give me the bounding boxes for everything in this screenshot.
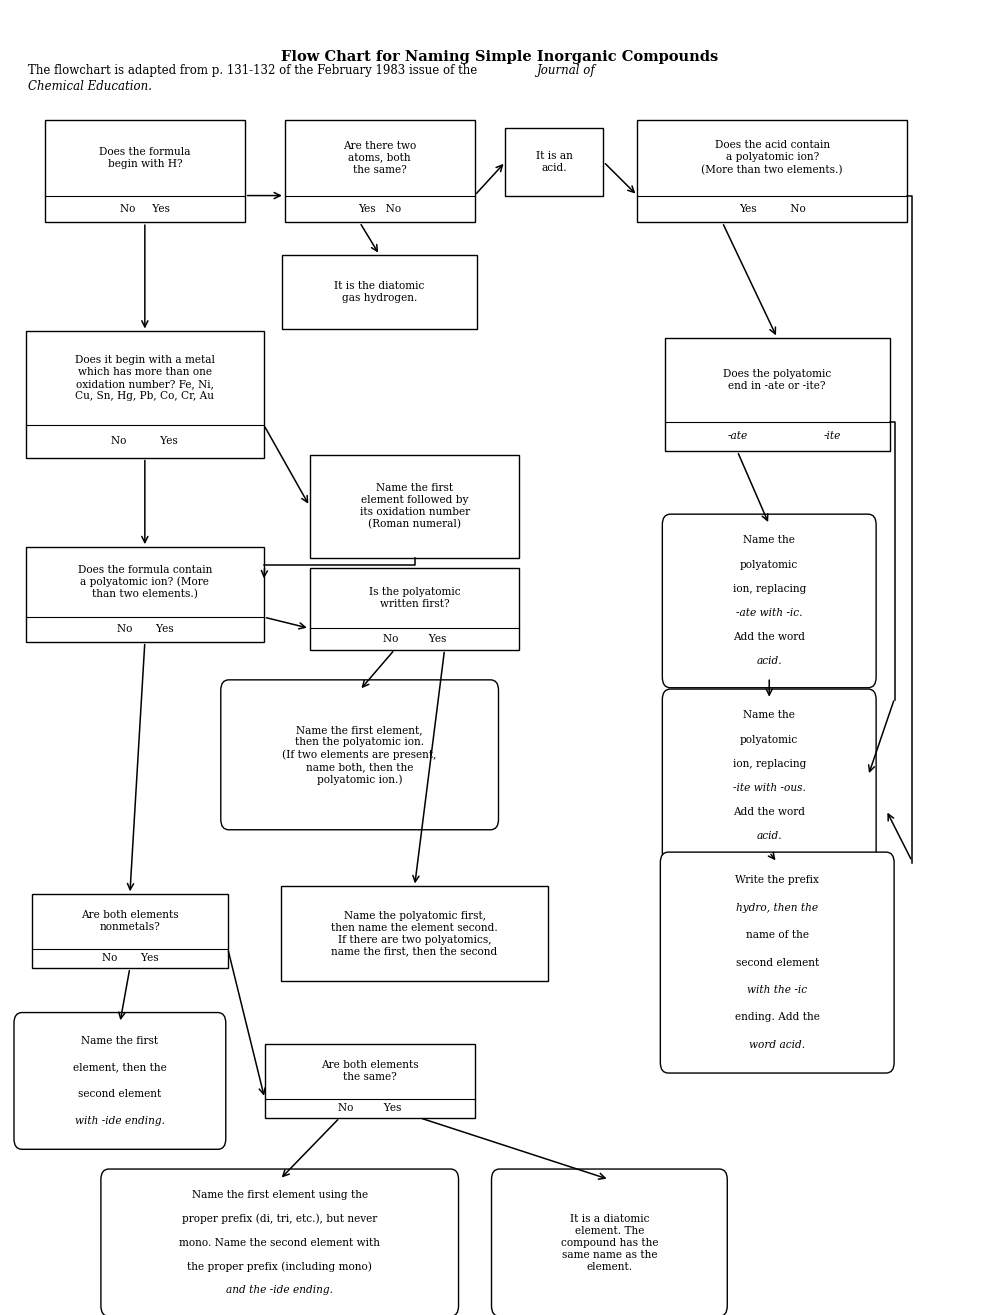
FancyBboxPatch shape <box>221 680 499 830</box>
Text: the proper prefix (including mono): the proper prefix (including mono) <box>187 1261 373 1272</box>
FancyBboxPatch shape <box>101 1169 459 1315</box>
Text: It is the diatomic
gas hydrogen.: It is the diatomic gas hydrogen. <box>335 281 425 302</box>
Text: Name the first element,
then the polyatomic ion.
(If two elements are present,
n: Name the first element, then the polyato… <box>283 725 437 785</box>
FancyBboxPatch shape <box>45 120 245 222</box>
Text: and the -ide ending.: and the -ide ending. <box>226 1285 334 1295</box>
Text: proper prefix (di, tri, etc.), but never: proper prefix (di, tri, etc.), but never <box>182 1214 378 1224</box>
Text: Name the polyatomic first,
then name the element second.
If there are two polyat: Name the polyatomic first, then name the… <box>332 911 498 956</box>
Text: Write the prefix: Write the prefix <box>735 876 819 885</box>
Text: -ite: -ite <box>823 431 841 442</box>
FancyBboxPatch shape <box>265 1044 475 1118</box>
Text: No          Yes: No Yes <box>112 437 178 446</box>
FancyBboxPatch shape <box>662 514 876 688</box>
Text: The flowchart is adapted from p. 131-132 of the February 1983 issue of the: The flowchart is adapted from p. 131-132… <box>28 64 481 78</box>
Text: Name the: Name the <box>743 710 795 721</box>
Text: second element: second element <box>735 957 819 968</box>
Text: name of the: name of the <box>745 930 809 940</box>
Text: polyatomic: polyatomic <box>740 560 798 569</box>
FancyBboxPatch shape <box>14 1013 226 1149</box>
FancyBboxPatch shape <box>660 852 894 1073</box>
Text: hydro, then the: hydro, then the <box>736 903 818 913</box>
FancyBboxPatch shape <box>637 120 907 222</box>
Text: with the -ic: with the -ic <box>747 985 807 995</box>
Text: -ite with -ous.: -ite with -ous. <box>733 782 805 793</box>
FancyBboxPatch shape <box>26 547 264 642</box>
FancyBboxPatch shape <box>310 455 519 558</box>
Text: No       Yes: No Yes <box>117 625 173 634</box>
Text: Add the word: Add the word <box>733 633 805 642</box>
Text: polyatomic: polyatomic <box>740 735 798 744</box>
Text: No         Yes: No Yes <box>383 634 447 644</box>
Text: Does it begin with a metal
which has more than one
oxidation number? Fe, Ni,
Cu,: Does it begin with a metal which has mor… <box>75 355 215 401</box>
Text: Yes   No: Yes No <box>358 204 402 214</box>
Text: Flow Chart for Naming Simple Inorganic Compounds: Flow Chart for Naming Simple Inorganic C… <box>281 50 718 64</box>
FancyBboxPatch shape <box>310 568 519 650</box>
Text: Name the: Name the <box>743 535 795 546</box>
FancyBboxPatch shape <box>492 1169 727 1315</box>
Text: Yes          No: Yes No <box>739 204 805 214</box>
FancyBboxPatch shape <box>282 255 478 329</box>
Text: Journal of: Journal of <box>537 64 596 78</box>
Text: ending. Add the: ending. Add the <box>735 1013 819 1022</box>
Text: second element: second element <box>78 1089 162 1099</box>
Text: ion, replacing: ion, replacing <box>732 584 806 594</box>
Text: with -ide ending.: with -ide ending. <box>75 1116 165 1126</box>
Text: acid.: acid. <box>756 831 782 842</box>
Text: acid.: acid. <box>756 656 782 667</box>
FancyBboxPatch shape <box>505 128 603 196</box>
Text: No       Yes: No Yes <box>102 953 158 964</box>
Text: It is an
acid.: It is an acid. <box>536 151 572 172</box>
FancyBboxPatch shape <box>281 886 548 981</box>
Text: Are there two
atoms, both
the same?: Are there two atoms, both the same? <box>343 141 417 175</box>
FancyBboxPatch shape <box>662 689 876 863</box>
Text: No     Yes: No Yes <box>120 204 170 214</box>
FancyBboxPatch shape <box>32 894 228 968</box>
Text: mono. Name the second element with: mono. Name the second element with <box>179 1237 381 1248</box>
Text: -ate: -ate <box>727 431 747 442</box>
Text: Name the first element using the: Name the first element using the <box>192 1190 368 1201</box>
Text: Is the polyatomic
written first?: Is the polyatomic written first? <box>369 588 461 609</box>
Text: Chemical Education.: Chemical Education. <box>28 80 152 93</box>
Text: Are both elements
nonmetals?: Are both elements nonmetals? <box>81 910 179 932</box>
FancyBboxPatch shape <box>285 120 475 222</box>
FancyBboxPatch shape <box>665 338 889 451</box>
Text: word acid.: word acid. <box>749 1040 805 1049</box>
Text: Add the word: Add the word <box>733 807 805 817</box>
Text: ion, replacing: ion, replacing <box>732 759 806 769</box>
Text: Does the formula
begin with H?: Does the formula begin with H? <box>99 146 191 168</box>
Text: No         Yes: No Yes <box>338 1103 402 1114</box>
Text: Name the first
element followed by
its oxidation number
(Roman numeral): Name the first element followed by its o… <box>360 483 470 530</box>
Text: Does the polyatomic
end in -ate or -ite?: Does the polyatomic end in -ate or -ite? <box>723 368 831 391</box>
Text: Name the first: Name the first <box>81 1036 159 1045</box>
FancyBboxPatch shape <box>26 331 264 458</box>
Text: Does the acid contain
a polyatomic ion?
(More than two elements.): Does the acid contain a polyatomic ion? … <box>701 141 843 175</box>
Text: It is a diatomic
element. The
compound has the
same name as the
element.: It is a diatomic element. The compound h… <box>560 1214 658 1272</box>
Text: Does the formula contain
a polyatomic ion? (More
than two elements.): Does the formula contain a polyatomic io… <box>78 564 212 600</box>
Text: -ate with -ic.: -ate with -ic. <box>736 608 802 618</box>
Text: element, then the: element, then the <box>73 1063 167 1073</box>
Text: Are both elements
the same?: Are both elements the same? <box>321 1060 419 1082</box>
